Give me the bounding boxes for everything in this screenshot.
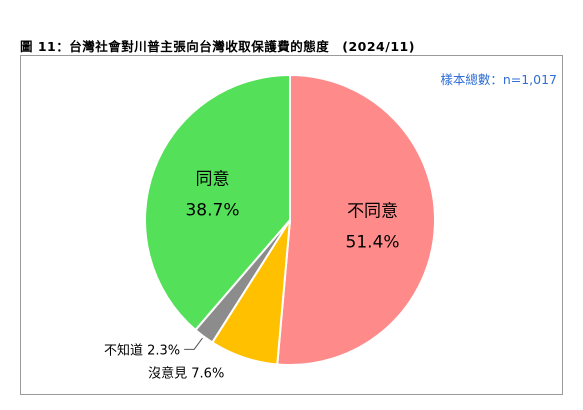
slice-label-0: 不同意 bbox=[347, 202, 398, 222]
slice-label-3: 同意 bbox=[196, 169, 230, 189]
slice-label-1: 沒意見 7.6% bbox=[148, 365, 224, 381]
slice-label-2: 不知道 2.3% bbox=[104, 342, 180, 358]
chart-frame bbox=[20, 55, 563, 395]
slice-value-label-0: 51.4% bbox=[346, 233, 400, 253]
slice-value-label-3: 38.7% bbox=[185, 200, 239, 220]
chart-title: 圖 11：台灣社會對川普主張向台灣收取保護費的態度 (2024/11) bbox=[20, 39, 415, 54]
pie-slice-0 bbox=[276, 73, 436, 366]
pie-slice-3 bbox=[144, 73, 291, 332]
leader-line-2 bbox=[184, 337, 203, 350]
sample-size-note: 樣本總數：n=1,017 bbox=[440, 72, 557, 87]
